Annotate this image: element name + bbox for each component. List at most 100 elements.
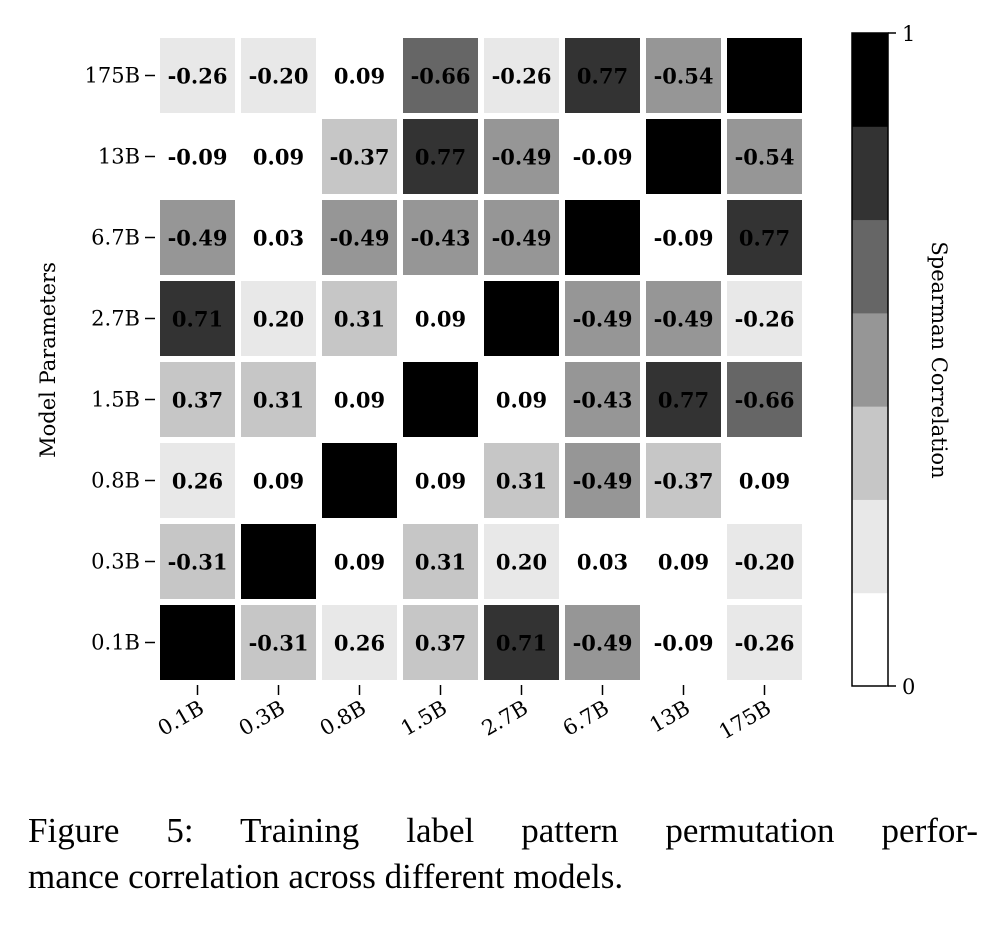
cell-value-label: -0.09: [654, 226, 714, 251]
colorbar-band: [852, 312, 888, 407]
cell-value-label: -0.26: [735, 631, 795, 656]
cell-value-label: 0.09: [415, 469, 466, 494]
cell-value-label: 0.77: [577, 64, 628, 89]
x-tick-label: 2.7B: [478, 696, 532, 741]
heatmap-cell: [322, 443, 397, 518]
colorbar-tick-label: 0: [902, 675, 915, 699]
heatmap-cell: [646, 38, 721, 113]
heatmap-cell: [565, 200, 640, 275]
cell-value-label: 0.71: [172, 307, 223, 332]
heatmap-cell: [322, 524, 397, 599]
heatmap-cell: [160, 524, 235, 599]
cell-value-label: 0.77: [739, 226, 790, 251]
heatmap-cell: [646, 362, 721, 437]
cell-value-label: 0.37: [415, 631, 466, 656]
heatmap-cell: [403, 443, 478, 518]
heatmap-cell: [160, 38, 235, 113]
heatmap-cell: [646, 281, 721, 356]
heatmap-cell: [646, 524, 721, 599]
y-tick-label: 0.8B: [91, 469, 140, 493]
x-tick-label: 0.1B: [154, 696, 208, 741]
heatmap-cell: [727, 38, 802, 113]
cell-value-label: 0.37: [172, 388, 223, 413]
colorbar-band: [852, 499, 888, 594]
heatmap-cell: [322, 119, 397, 194]
caption-line-2: mance correlation across different model…: [28, 857, 624, 896]
heatmap-cell: [241, 443, 316, 518]
cell-value-label: -0.43: [411, 226, 471, 251]
cell-value-label: -0.66: [735, 388, 795, 413]
colorbar-label: Spearman Correlation: [927, 241, 951, 478]
heatmap-cell: [727, 605, 802, 680]
cell-value-label: 0.09: [253, 145, 304, 170]
heatmap-cell: [160, 200, 235, 275]
heatmap-cell: [241, 605, 316, 680]
heatmap-cell: [484, 119, 559, 194]
y-tick-label: 2.7B: [91, 307, 140, 331]
y-tick-label: 0.3B: [91, 550, 140, 574]
cell-value-label: -0.31: [249, 631, 309, 656]
cell-value-label: 0.31: [415, 550, 466, 575]
cell-value-label: 0.09: [334, 388, 385, 413]
cell-value-label: -0.26: [168, 64, 228, 89]
cell-value-label: -0.54: [654, 64, 714, 89]
x-tick-label: 175B: [715, 696, 775, 745]
cell-value-label: -0.49: [573, 631, 633, 656]
cell-value-label: 0.31: [334, 307, 385, 332]
cell-value-label: 0.09: [415, 307, 466, 332]
cell-value-label: -0.37: [330, 145, 390, 170]
figure-caption: Figure 5: Training label pattern permuta…: [28, 808, 978, 900]
cell-value-label: 0.31: [496, 469, 547, 494]
x-tick-label: 6.7B: [559, 696, 613, 741]
heatmap-cell: [484, 281, 559, 356]
cell-value-label: -0.09: [168, 145, 228, 170]
y-tick-label: 6.7B: [91, 226, 140, 250]
heatmap-cell: [646, 443, 721, 518]
y-tick-label: 0.1B: [91, 631, 140, 655]
heatmap-cell: [565, 605, 640, 680]
heatmap-cell: [322, 281, 397, 356]
cell-value-label: -0.66: [411, 64, 471, 89]
heatmap-cell: [403, 281, 478, 356]
heatmap-cell: [484, 605, 559, 680]
cell-value-label: -0.49: [492, 145, 552, 170]
heatmap-cell: [403, 605, 478, 680]
cell-value-label: 0.03: [577, 550, 628, 575]
heatmap-cell: [241, 119, 316, 194]
colorbar-tick-label: 1: [902, 22, 915, 46]
heatmap-cell: [160, 281, 235, 356]
heatmap-cell: [565, 38, 640, 113]
heatmap-cell: [727, 362, 802, 437]
cell-value-label: 0.20: [253, 307, 304, 332]
heatmap-cell: [646, 605, 721, 680]
y-tick-label: 175B: [84, 64, 140, 88]
heatmap-cell: [160, 443, 235, 518]
heatmap-cell: [484, 200, 559, 275]
heatmap-cell: [403, 200, 478, 275]
heatmap-cell: [160, 362, 235, 437]
cell-value-label: 0.71: [496, 631, 547, 656]
cell-value-label: -0.37: [654, 469, 714, 494]
x-tick-label: 13B: [645, 696, 694, 738]
cell-value-label: 0.03: [253, 226, 304, 251]
cell-value-label: -0.49: [168, 226, 228, 251]
colorbar-band: [852, 406, 888, 500]
heatmap-cell: [565, 119, 640, 194]
colorbar-band: [852, 33, 888, 127]
cell-value-label: 0.09: [334, 550, 385, 575]
heatmap-cell: [646, 200, 721, 275]
heatmap-cell: [241, 362, 316, 437]
heatmap-cell: [322, 362, 397, 437]
heatmap-cell: [241, 38, 316, 113]
x-tick-label: 0.8B: [316, 696, 370, 741]
heatmap-cell: [646, 119, 721, 194]
cell-value-label: 0.77: [658, 388, 709, 413]
heatmap-cell: [403, 362, 478, 437]
heatmap-cell: [484, 524, 559, 599]
colorbar-band: [852, 592, 888, 687]
heatmap-cell: [727, 443, 802, 518]
y-axis-label: Model Parameters: [36, 262, 60, 458]
heatmap-cell: [727, 281, 802, 356]
y-tick-label: 1.5B: [91, 388, 140, 412]
heatmap-cell: [565, 443, 640, 518]
